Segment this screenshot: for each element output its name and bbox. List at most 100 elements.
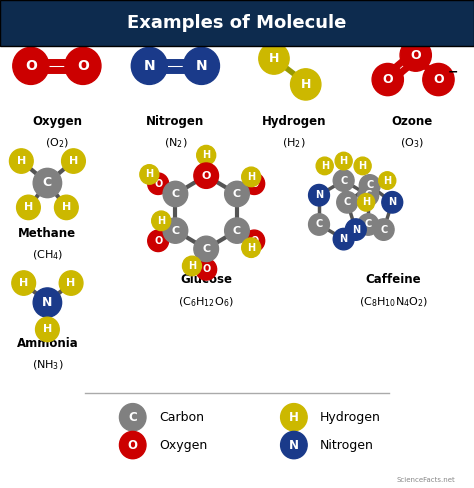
- Text: C: C: [171, 225, 180, 236]
- Text: N: N: [196, 59, 207, 73]
- Text: H: H: [269, 52, 279, 65]
- Text: Nitrogen: Nitrogen: [146, 115, 204, 128]
- Circle shape: [33, 288, 62, 317]
- Text: H: H: [339, 156, 348, 166]
- Text: Oxygen: Oxygen: [32, 115, 82, 128]
- Circle shape: [372, 63, 403, 96]
- Circle shape: [309, 184, 329, 206]
- Text: C: C: [43, 177, 52, 189]
- Text: H: H: [362, 197, 370, 207]
- Text: C: C: [233, 189, 241, 199]
- Circle shape: [33, 168, 62, 198]
- Circle shape: [281, 431, 307, 459]
- Circle shape: [196, 259, 217, 280]
- Text: Caffeine: Caffeine: [365, 273, 421, 286]
- Circle shape: [62, 149, 85, 173]
- Circle shape: [354, 157, 371, 175]
- Circle shape: [148, 230, 169, 252]
- Circle shape: [152, 211, 171, 230]
- Text: N: N: [144, 59, 155, 73]
- Text: N: N: [352, 224, 360, 235]
- Text: C: C: [171, 189, 180, 199]
- Text: Carbon: Carbon: [159, 411, 204, 424]
- Text: O: O: [201, 171, 211, 181]
- Circle shape: [119, 431, 146, 459]
- Circle shape: [333, 228, 354, 250]
- Circle shape: [225, 218, 249, 244]
- Text: +: +: [419, 33, 429, 45]
- Text: O: O: [410, 49, 421, 61]
- Circle shape: [140, 165, 159, 184]
- Text: −: −: [447, 65, 458, 78]
- Text: H: H: [43, 325, 52, 334]
- Circle shape: [309, 214, 329, 235]
- Circle shape: [163, 218, 188, 244]
- Text: C: C: [344, 197, 351, 207]
- Circle shape: [244, 173, 264, 194]
- Text: O: O: [128, 439, 138, 451]
- Text: O: O: [433, 73, 444, 86]
- Circle shape: [148, 173, 169, 194]
- Circle shape: [131, 47, 167, 84]
- Text: N: N: [315, 190, 323, 200]
- Text: C: C: [380, 224, 387, 235]
- Text: H: H: [145, 169, 154, 180]
- Text: C: C: [340, 176, 347, 185]
- Text: Ammonia: Ammonia: [17, 337, 78, 350]
- Circle shape: [358, 184, 379, 206]
- Text: O: O: [250, 179, 258, 189]
- Text: N: N: [42, 296, 53, 309]
- Circle shape: [9, 149, 33, 173]
- Text: ScienceFacts.net: ScienceFacts.net: [396, 477, 455, 483]
- Text: Hydrogen: Hydrogen: [320, 411, 381, 424]
- Text: O: O: [383, 73, 393, 86]
- Text: Examples of Molecule: Examples of Molecule: [128, 15, 346, 32]
- Circle shape: [281, 404, 307, 431]
- Text: C: C: [233, 225, 241, 236]
- Circle shape: [373, 219, 394, 240]
- Text: H: H: [62, 203, 71, 212]
- Circle shape: [333, 170, 354, 191]
- Text: H: H: [157, 216, 165, 226]
- Text: Oxygen: Oxygen: [159, 439, 207, 451]
- Text: H: H: [301, 78, 311, 91]
- Text: (C$_8$H$_{10}$N$_4$O$_2$): (C$_8$H$_{10}$N$_4$O$_2$): [359, 295, 428, 309]
- Text: O: O: [154, 236, 162, 246]
- Text: H: H: [69, 156, 78, 166]
- Circle shape: [357, 194, 374, 211]
- Text: C: C: [315, 220, 323, 229]
- Circle shape: [13, 47, 49, 84]
- Text: C: C: [365, 220, 372, 229]
- Text: (CH$_4$): (CH$_4$): [32, 249, 63, 263]
- Text: (C$_6$H$_{12}$O$_6$): (C$_6$H$_{12}$O$_6$): [178, 295, 234, 309]
- Circle shape: [59, 271, 83, 295]
- FancyBboxPatch shape: [0, 0, 474, 46]
- Text: (NH$_3$): (NH$_3$): [32, 359, 63, 372]
- Text: C: C: [366, 181, 374, 190]
- Circle shape: [65, 47, 101, 84]
- Circle shape: [36, 317, 59, 342]
- Circle shape: [197, 145, 216, 165]
- Text: H: H: [358, 161, 367, 171]
- Text: Hydrogen: Hydrogen: [262, 115, 326, 128]
- Circle shape: [194, 163, 219, 188]
- Text: H: H: [320, 161, 329, 171]
- Circle shape: [12, 271, 36, 295]
- Text: H: H: [289, 411, 299, 424]
- Circle shape: [182, 256, 201, 276]
- Text: (H$_2$): (H$_2$): [282, 137, 306, 150]
- Circle shape: [291, 69, 321, 100]
- Text: Methane: Methane: [18, 227, 76, 240]
- Text: H: H: [202, 150, 210, 160]
- Circle shape: [242, 167, 261, 187]
- Circle shape: [225, 182, 249, 207]
- Circle shape: [55, 195, 78, 220]
- Text: H: H: [19, 278, 28, 288]
- Circle shape: [119, 404, 146, 431]
- Circle shape: [335, 152, 352, 170]
- Circle shape: [379, 172, 396, 189]
- Circle shape: [423, 63, 454, 96]
- Circle shape: [244, 230, 264, 252]
- Circle shape: [163, 182, 188, 207]
- Text: N: N: [388, 197, 396, 207]
